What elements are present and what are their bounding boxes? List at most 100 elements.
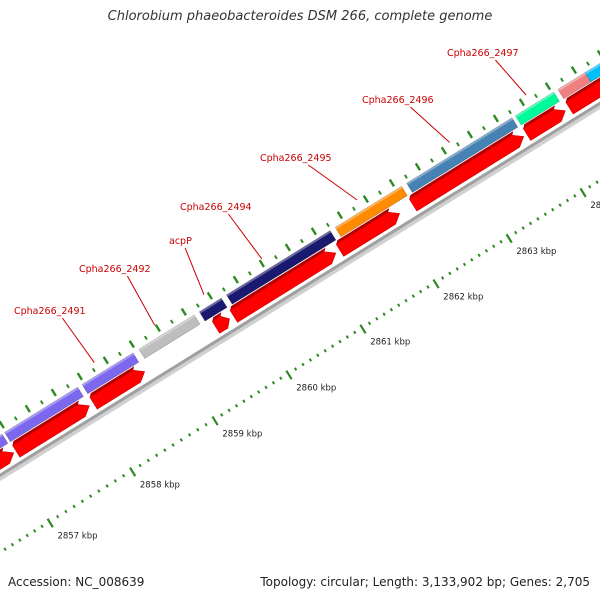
kbp-minor-tick — [163, 448, 167, 452]
cds-arrow-bevel — [12, 400, 79, 446]
kbp-minor-tick — [234, 403, 239, 408]
kbp-tick-marks — [3, 180, 599, 552]
kbp-minor-tick — [301, 362, 305, 367]
kbp-minor-tick — [470, 258, 474, 262]
outer-tick — [76, 372, 83, 381]
kbp-major-tick — [129, 467, 137, 477]
outer-tick — [258, 259, 265, 268]
gene-leader-line — [126, 275, 156, 326]
kbp-minor-tick — [573, 194, 577, 198]
cds-arrow-bevel — [0, 447, 4, 453]
kbp-minor-tick — [242, 399, 246, 403]
gene-block — [406, 117, 519, 193]
gene-label: Cpha266_2491 — [14, 306, 86, 317]
kbp-label: 2861 kbp — [370, 338, 410, 348]
kbp-minor-tick — [138, 463, 142, 468]
gene-block-highlight — [557, 72, 587, 92]
outer-tick-marks — [0, 49, 600, 429]
kbp-minor-tick — [10, 542, 15, 547]
gene-label: acpP — [169, 236, 192, 247]
kbp-minor-tick — [521, 226, 525, 230]
kbp-minor-tick — [492, 244, 496, 249]
outer-tick — [24, 404, 31, 413]
gene-track — [0, 62, 600, 449]
kbp-label: 2863 kbp — [516, 247, 556, 257]
outer-tick — [169, 319, 174, 324]
outer-tick — [362, 195, 369, 204]
outer-tick — [586, 61, 590, 66]
kbp-minor-tick — [257, 390, 261, 394]
kbp-minor-tick — [353, 330, 357, 335]
outer-tick — [388, 178, 395, 187]
outer-tick — [508, 109, 512, 115]
kbp-minor-tick — [196, 427, 200, 432]
cds-arrow — [522, 109, 566, 141]
kbp-minor-tick — [40, 524, 44, 529]
cds-arrow — [408, 134, 525, 212]
outer-tick — [414, 162, 422, 171]
kbp-label: 2860 kbp — [296, 383, 336, 393]
kbp-major-tick — [46, 518, 54, 528]
kbp-minor-tick — [558, 203, 562, 207]
kbp-major-tick — [359, 324, 367, 334]
gene-leader-line — [184, 247, 205, 295]
kbp-minor-tick — [455, 267, 459, 271]
kbp-labels: 2857 kbp 2858 kbp 2859 kbp 2860 kbp 2861 kbp… — [57, 201, 600, 541]
kbp-minor-tick — [404, 298, 408, 303]
outer-tick — [456, 142, 460, 147]
kbp-minor-tick — [382, 312, 386, 317]
outer-tick — [482, 125, 486, 131]
kbp-label: 2858 kbp — [140, 480, 180, 490]
gene-block — [584, 62, 600, 83]
gene-block-highlight — [138, 314, 196, 351]
kbp-minor-tick — [419, 289, 423, 294]
kbp-minor-tick — [105, 484, 109, 488]
outer-tick — [117, 351, 122, 357]
kbp-minor-tick — [389, 307, 394, 312]
cds-arrow-bevel — [230, 247, 326, 311]
gene-block — [4, 386, 84, 443]
kbp-minor-tick — [440, 276, 445, 280]
kbp-minor-tick — [146, 458, 150, 463]
outer-tick — [570, 66, 578, 75]
gene-label: Cpha266_2496 — [362, 95, 434, 106]
kbp-minor-tick — [588, 184, 592, 189]
genome-backbone — [0, 101, 600, 482]
outer-tick — [430, 158, 434, 163]
outer-tick — [544, 82, 552, 91]
backbone-shadow — [0, 102, 600, 482]
outer-tick — [102, 356, 109, 365]
gene-label: Cpha266_2494 — [180, 202, 252, 213]
kbp-major-tick — [505, 233, 513, 244]
outer-tick — [326, 222, 330, 228]
outer-tick — [247, 271, 252, 276]
kbp-minor-tick — [171, 443, 175, 447]
cds-arrow-bevel — [523, 105, 555, 129]
kbp-minor-tick — [367, 321, 372, 326]
outer-tick — [352, 206, 356, 212]
outer-tick — [466, 130, 474, 139]
kbp-minor-tick — [18, 538, 22, 542]
kbp-minor-tick — [64, 509, 68, 514]
gene-block-highlight — [585, 63, 600, 75]
kbp-minor-tick — [397, 303, 401, 307]
kbp-major-tick — [579, 187, 587, 198]
outer-tick — [91, 367, 96, 373]
gene-block — [225, 230, 337, 305]
gene-block-highlight — [406, 117, 514, 185]
gene-block-highlight — [4, 387, 79, 435]
kbp-minor-tick — [154, 453, 159, 458]
accession-label: Accession: NC_008639 — [8, 575, 145, 589]
outer-tick — [50, 388, 57, 397]
kbp-minor-tick — [80, 499, 85, 504]
outer-tick — [299, 238, 304, 244]
outer-tick — [143, 335, 148, 341]
kbp-major-tick — [285, 370, 293, 380]
outer-tick — [180, 307, 187, 316]
outer-tick — [39, 400, 44, 405]
kbp-minor-tick — [308, 358, 313, 362]
kbp-minor-tick — [375, 316, 379, 321]
gene-leader-line — [308, 164, 358, 201]
gene-block-highlight — [335, 186, 403, 230]
